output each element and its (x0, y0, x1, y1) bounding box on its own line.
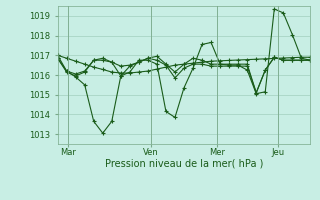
X-axis label: Pression niveau de la mer( hPa ): Pression niveau de la mer( hPa ) (105, 159, 263, 169)
